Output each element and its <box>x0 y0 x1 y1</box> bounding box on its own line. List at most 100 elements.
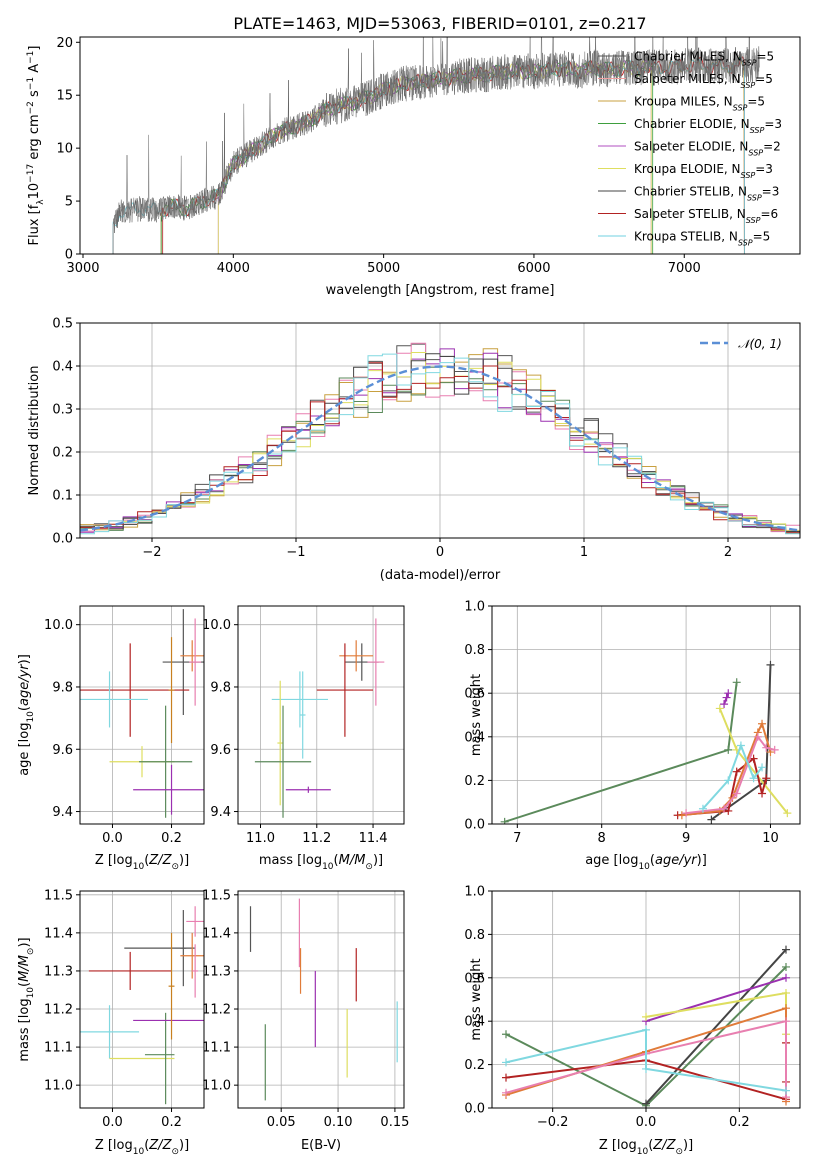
error-bar-point <box>271 671 329 728</box>
panel-mass-weight-vs-age: 7 8 9 10 0.0 0.2 0.4 0.6 0.8 1.0 mass weight age [l… <box>464 600 801 872</box>
y-axis-label: mass [log10(M/M⊙)] <box>17 937 36 1061</box>
x-axis-label: Z [log10(Z/Z⊙)] <box>599 1138 693 1157</box>
plus-marker <box>732 678 741 687</box>
y-tick-label: 0 <box>65 248 73 263</box>
y-tick-label: 11.0 <box>44 1079 73 1094</box>
error-bar-point <box>277 680 284 806</box>
y-tick-label: 0.8 <box>464 928 485 943</box>
y-tick-label: 20 <box>56 36 73 51</box>
x-tick-label: 2 <box>724 545 732 560</box>
error-bar-point <box>133 764 204 815</box>
plus-marker <box>720 804 729 813</box>
x-axis-label: E(B-V) <box>301 1138 341 1153</box>
y-tick-label: 11.3 <box>202 964 231 979</box>
y-tick-label: 0.4 <box>464 1015 485 1030</box>
y-axis-label: Normed distribution <box>27 366 42 496</box>
mass-weight-line <box>504 682 738 823</box>
y-tick-label: 1.0 <box>464 885 485 900</box>
gaussian-curve <box>80 365 800 532</box>
x-tick-label: 0.2 <box>161 1115 182 1130</box>
legend: Chabrier MILES, NSSP=5 Salpeter MILES, NS… <box>598 50 782 247</box>
mass-weight-line <box>645 948 787 1105</box>
y-tick-label: 10.0 <box>202 618 231 633</box>
y-tick-label: 10.0 <box>44 618 73 633</box>
panel-age-vs-mass: 11.0 11.2 11.4 9.4 9.6 9.8 10.0 mass [log10(M/M… <box>202 605 405 872</box>
x-tick-label: −0.2 <box>537 1115 569 1130</box>
y-tick-label: 9.6 <box>210 743 231 758</box>
plus-marker <box>762 774 771 783</box>
mass-weight-line <box>505 1019 787 1098</box>
legend-label: Salpeter ELODIE, NSSP=2 <box>634 140 781 158</box>
plus-marker <box>642 1099 650 1108</box>
y-tick-label: 9.4 <box>210 805 231 820</box>
y-tick-label: 1.0 <box>464 600 485 615</box>
x-tick-label: 0.0 <box>102 831 123 846</box>
plot-area <box>80 906 204 1105</box>
histogram-series <box>80 353 800 538</box>
y-tick-label: 9.6 <box>52 743 73 758</box>
legend-label: 𝒩(0, 1) <box>738 337 782 351</box>
x-tick-label: 11.4 <box>359 831 388 846</box>
y-tick-label: 11.0 <box>202 1079 231 1094</box>
y-axis-label: mass weight <box>469 674 484 756</box>
plus-marker <box>715 704 724 713</box>
y-tick-label: 0.2 <box>464 1058 485 1073</box>
error-bar-point <box>139 705 193 818</box>
data-spectrum <box>112 37 760 254</box>
plus-marker <box>770 745 779 754</box>
panel-mass-vs-Z: 0.0 0.2 11.0 11.1 11.2 11.3 11.4 11.5 Z [log10(Z… <box>17 888 205 1157</box>
plus-marker <box>724 745 733 754</box>
plus-marker <box>758 763 767 772</box>
plus-marker <box>502 1073 510 1082</box>
y-tick-label: 11.2 <box>44 1003 73 1018</box>
error-bar-point <box>367 618 385 706</box>
y-tick-label: 0.8 <box>464 643 485 658</box>
y-tick-label: 0.5 <box>52 317 73 332</box>
plot-area <box>254 618 385 818</box>
x-axis-label: age [log10(age/yr)] <box>585 853 707 872</box>
legend-label: Kroupa ELODIE, NSSP=3 <box>634 162 773 180</box>
x-tick-label: 0.10 <box>324 1115 353 1130</box>
x-tick-label: 6000 <box>517 261 550 276</box>
mass-weight-line <box>681 720 772 817</box>
y-tick-label: 15 <box>56 89 73 104</box>
x-tick-label: 5000 <box>367 261 400 276</box>
x-tick-label: 1 <box>580 545 588 560</box>
x-tick-label: 0.0 <box>102 1115 123 1130</box>
figure-title: PLATE=1463, MJD=53063, FIBERID=0101, z=0… <box>233 14 646 33</box>
plus-marker <box>642 1012 650 1021</box>
plus-marker <box>782 1086 790 1095</box>
plus-marker <box>724 776 733 785</box>
plot-area <box>80 609 204 818</box>
error-bar-point <box>180 910 187 987</box>
panel-mass-weight-vs-Z: −0.2 0.0 0.2 0.0 0.2 0.4 0.6 0.8 1.0 mass weight Z… <box>464 885 801 1157</box>
plus-marker <box>736 741 745 750</box>
y-tick-label: 11.1 <box>202 1041 231 1056</box>
x-tick-label: 4000 <box>217 261 250 276</box>
x-tick-label: 7000 <box>668 261 701 276</box>
plus-marker <box>642 1064 650 1073</box>
plus-marker <box>749 774 758 783</box>
plus-marker <box>677 811 686 820</box>
y-tick-label: 11.4 <box>44 926 73 941</box>
error-bar-point <box>299 671 306 759</box>
x-tick-label: 0.05 <box>267 1115 296 1130</box>
x-axis-label: Z [log10(Z/Z⊙)] <box>95 1138 189 1157</box>
plus-marker <box>782 1017 790 1026</box>
mass-weight-line <box>505 1028 787 1092</box>
y-axis-label: Flux [fλ10−17 erg cm−2 s−1 A−1] <box>26 46 46 246</box>
plot-area <box>112 37 760 254</box>
y-tick-label: 0.2 <box>52 446 73 461</box>
legend-label: Salpeter MILES, NSSP=5 <box>634 72 773 90</box>
axes-frame <box>491 605 801 825</box>
plus-marker <box>732 767 741 776</box>
x-tick-label: 0.2 <box>729 1115 750 1130</box>
y-tick-label: 0.2 <box>464 774 485 789</box>
plus-marker <box>758 789 767 798</box>
y-tick-label: 0.4 <box>464 730 485 745</box>
y-tick-label: 0.6 <box>464 687 485 702</box>
plus-marker <box>782 1004 790 1013</box>
axes-frame <box>79 605 205 825</box>
plus-marker <box>707 815 716 824</box>
